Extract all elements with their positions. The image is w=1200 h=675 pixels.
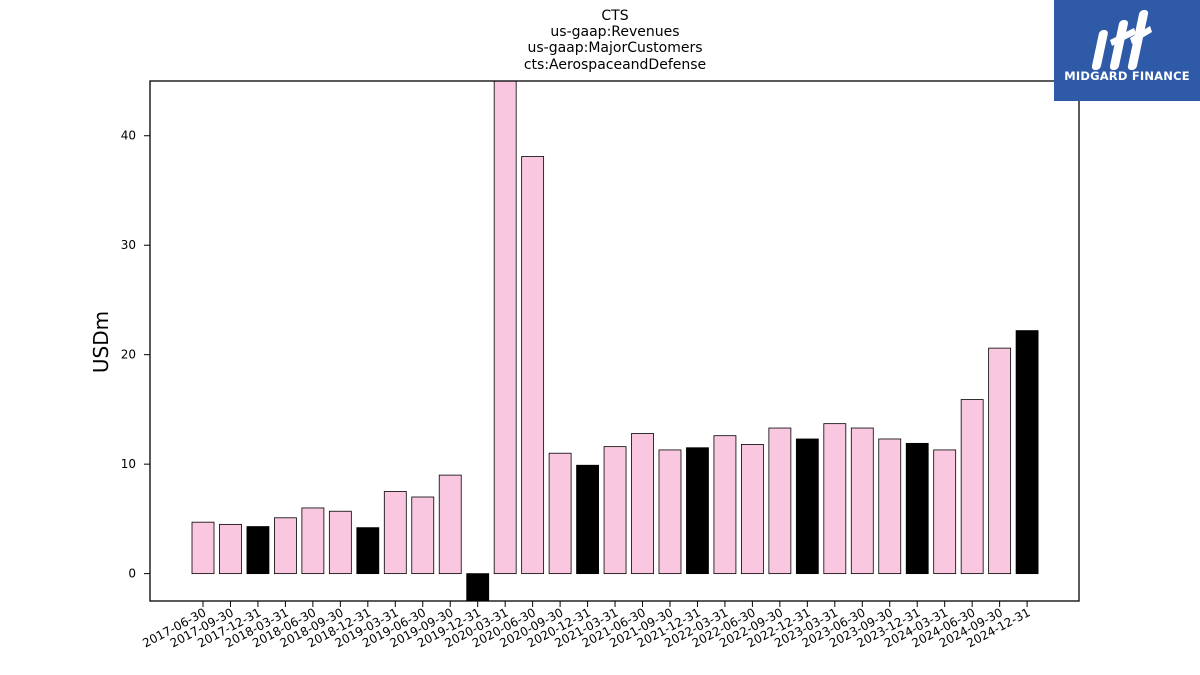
bar-2020-03-31 [493, 80, 517, 575]
bar-2018-12-31 [356, 527, 380, 575]
bar-2019-06-30 [411, 496, 435, 575]
chart-title-line-2: us-gaap:Revenues [550, 24, 679, 40]
bar-2019-09-30 [438, 474, 462, 575]
bar-2017-12-31 [246, 526, 270, 575]
y-axis-label: USDm [89, 311, 113, 373]
bar-2024-06-30 [960, 399, 984, 575]
bar-2024-09-30 [988, 347, 1012, 575]
bar-2021-06-30 [631, 433, 654, 575]
bar-2020-09-30 [548, 452, 572, 575]
bar-2021-12-31 [686, 447, 709, 575]
bar-2019-12-31 [466, 573, 490, 602]
bar-2018-03-31 [274, 517, 297, 575]
midgard-logo-icon [1091, 10, 1152, 70]
logo-text: MIDGARD FINANCE [1064, 69, 1190, 83]
y-tick-label: 20 [121, 348, 136, 362]
bar-2018-06-30 [301, 507, 325, 575]
chart-title: CTS us-gaap:Revenues us-gaap:MajorCustom… [524, 8, 706, 73]
bar-2022-09-30 [768, 427, 792, 575]
bars-group [191, 80, 1039, 602]
bar-2022-06-30 [741, 444, 764, 575]
y-tick-label: 0 [128, 567, 136, 581]
y-tick-label: 10 [121, 457, 136, 471]
bar-2024-12-31 [1015, 330, 1039, 575]
bar-2021-09-30 [658, 449, 682, 575]
bar-2019-03-31 [383, 491, 407, 575]
chart-title-line-3: us-gaap:MajorCustomers [527, 40, 702, 56]
bar-2023-12-31 [905, 442, 929, 575]
bar-2020-06-30 [521, 156, 545, 575]
bar-2022-12-31 [795, 438, 819, 575]
x-axis: 2017-06-302017-09-302017-12-312018-03-31… [140, 601, 1033, 650]
bar-2024-03-31 [933, 449, 957, 575]
bar-2017-06-30 [191, 521, 215, 575]
y-tick-label: 30 [121, 238, 136, 252]
bar-2023-09-30 [878, 438, 902, 575]
y-tick-label: 40 [121, 129, 136, 143]
bar-2022-03-31 [713, 435, 737, 575]
bar-2017-09-30 [219, 523, 242, 575]
midgard-finance-logo: MIDGARD FINANCE [1054, 0, 1200, 101]
bar-2021-03-31 [603, 446, 627, 575]
bar-2020-12-31 [576, 464, 599, 575]
bar-2018-09-30 [328, 510, 352, 575]
plot-frame [149, 80, 1080, 602]
chart-title-line-1: CTS [601, 8, 628, 24]
bar-2023-03-31 [823, 423, 847, 575]
bar-2023-06-30 [850, 427, 874, 575]
chart-title-line-4: cts:AerospaceandDefense [524, 57, 706, 73]
y-axis: 0 10 20 30 40 [121, 129, 150, 581]
